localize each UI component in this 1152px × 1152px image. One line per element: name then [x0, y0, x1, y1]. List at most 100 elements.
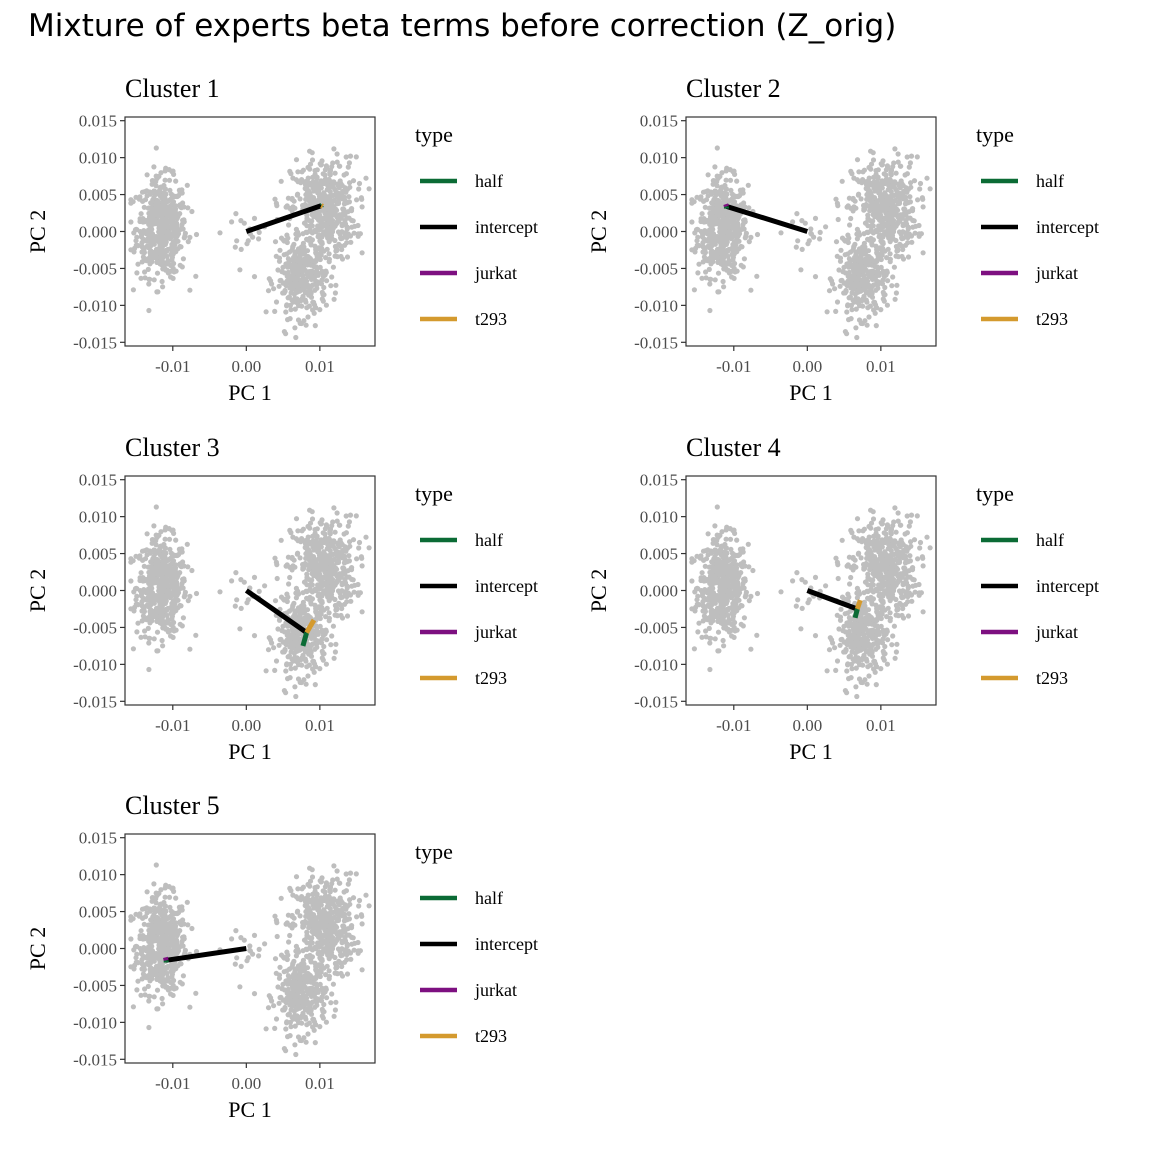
- data-point: [164, 235, 170, 241]
- data-point: [325, 213, 331, 219]
- data-point: [726, 198, 732, 204]
- x-tick-label: 0.01: [305, 716, 335, 735]
- data-point: [335, 229, 342, 235]
- data-point: [927, 186, 933, 192]
- segment-intercept: [245, 203, 323, 234]
- data-point: [326, 176, 332, 183]
- data-point: [861, 293, 867, 299]
- data-point: [323, 614, 329, 620]
- data-point: [283, 331, 289, 337]
- data-point: [699, 634, 705, 640]
- data-point: [342, 217, 348, 224]
- data-point: [702, 587, 708, 593]
- data-point: [274, 575, 280, 582]
- y-tick-label: 0.010: [79, 508, 117, 527]
- data-point: [725, 267, 731, 273]
- data-point: [335, 542, 342, 549]
- data-point: [876, 190, 882, 196]
- data-point: [295, 273, 301, 279]
- data-point: [295, 284, 301, 290]
- background-points: [128, 504, 372, 700]
- data-point: [263, 668, 269, 674]
- data-point: [359, 250, 365, 256]
- data-point: [335, 588, 342, 594]
- data-point: [887, 259, 893, 265]
- data-point: [154, 648, 160, 654]
- data-point: [160, 200, 166, 206]
- data-point: [727, 167, 733, 173]
- segment-intercept: [725, 203, 809, 234]
- data-point: [732, 566, 738, 572]
- data-point: [702, 616, 708, 622]
- data-point: [187, 646, 193, 652]
- data-point: [882, 248, 888, 254]
- data-point: [284, 632, 290, 638]
- data-point: [138, 634, 144, 640]
- data-point: [706, 625, 712, 632]
- data-point: [731, 634, 737, 641]
- data-point: [177, 211, 183, 217]
- data-point: [299, 272, 305, 279]
- data-point: [319, 234, 325, 240]
- data-point: [708, 548, 714, 554]
- data-point: [896, 229, 903, 235]
- data-point: [853, 254, 859, 260]
- data-point: [309, 509, 315, 515]
- data-point: [907, 199, 914, 205]
- data-point: [147, 189, 153, 195]
- data-point: [154, 246, 160, 252]
- data-point: [180, 200, 186, 206]
- data-point: [175, 552, 182, 558]
- data-point: [274, 562, 280, 568]
- data-point: [308, 600, 314, 606]
- y-tick-label: 0.005: [640, 186, 678, 205]
- data-point: [296, 303, 302, 309]
- data-point: [698, 194, 704, 200]
- data-point: [308, 649, 314, 655]
- data-point: [702, 604, 708, 610]
- data-point: [727, 566, 733, 572]
- data-point: [903, 217, 909, 224]
- data-point: [891, 519, 897, 525]
- data-point: [725, 213, 732, 219]
- data-point: [317, 307, 323, 313]
- data-point: [343, 154, 349, 160]
- data-point: [874, 246, 880, 252]
- data-point: [740, 225, 746, 231]
- data-point: [710, 208, 717, 215]
- data-point: [326, 251, 332, 257]
- data-point: [285, 317, 291, 323]
- data-point: [251, 574, 258, 581]
- data-point: [275, 626, 281, 632]
- data-point: [721, 559, 727, 565]
- data-point: [864, 184, 871, 190]
- data-point: [880, 289, 886, 295]
- data-point: [150, 610, 156, 616]
- data-point: [738, 621, 744, 627]
- data-point: [850, 195, 856, 202]
- data-point: [812, 215, 819, 221]
- data-point: [288, 666, 294, 672]
- data-point: [293, 262, 299, 268]
- data-point: [892, 505, 898, 511]
- data-point: [348, 239, 354, 245]
- data-point: [703, 197, 710, 203]
- y-tick-label: 0.000: [640, 223, 678, 242]
- data-point: [715, 605, 721, 611]
- data-point: [812, 274, 819, 280]
- data-point: [309, 223, 315, 229]
- data-point: [151, 554, 157, 560]
- data-point: [736, 591, 742, 597]
- y-tick-label: 0.015: [79, 471, 117, 490]
- data-point: [834, 299, 841, 305]
- legend-label: intercept: [1036, 217, 1099, 237]
- data-point: [293, 334, 299, 341]
- panel-title: Cluster 4: [686, 433, 781, 462]
- data-point: [841, 280, 847, 286]
- data-point: [303, 192, 309, 198]
- data-point: [337, 522, 343, 528]
- data-point: [351, 230, 357, 236]
- data-point: [794, 211, 800, 217]
- data-point: [736, 232, 742, 238]
